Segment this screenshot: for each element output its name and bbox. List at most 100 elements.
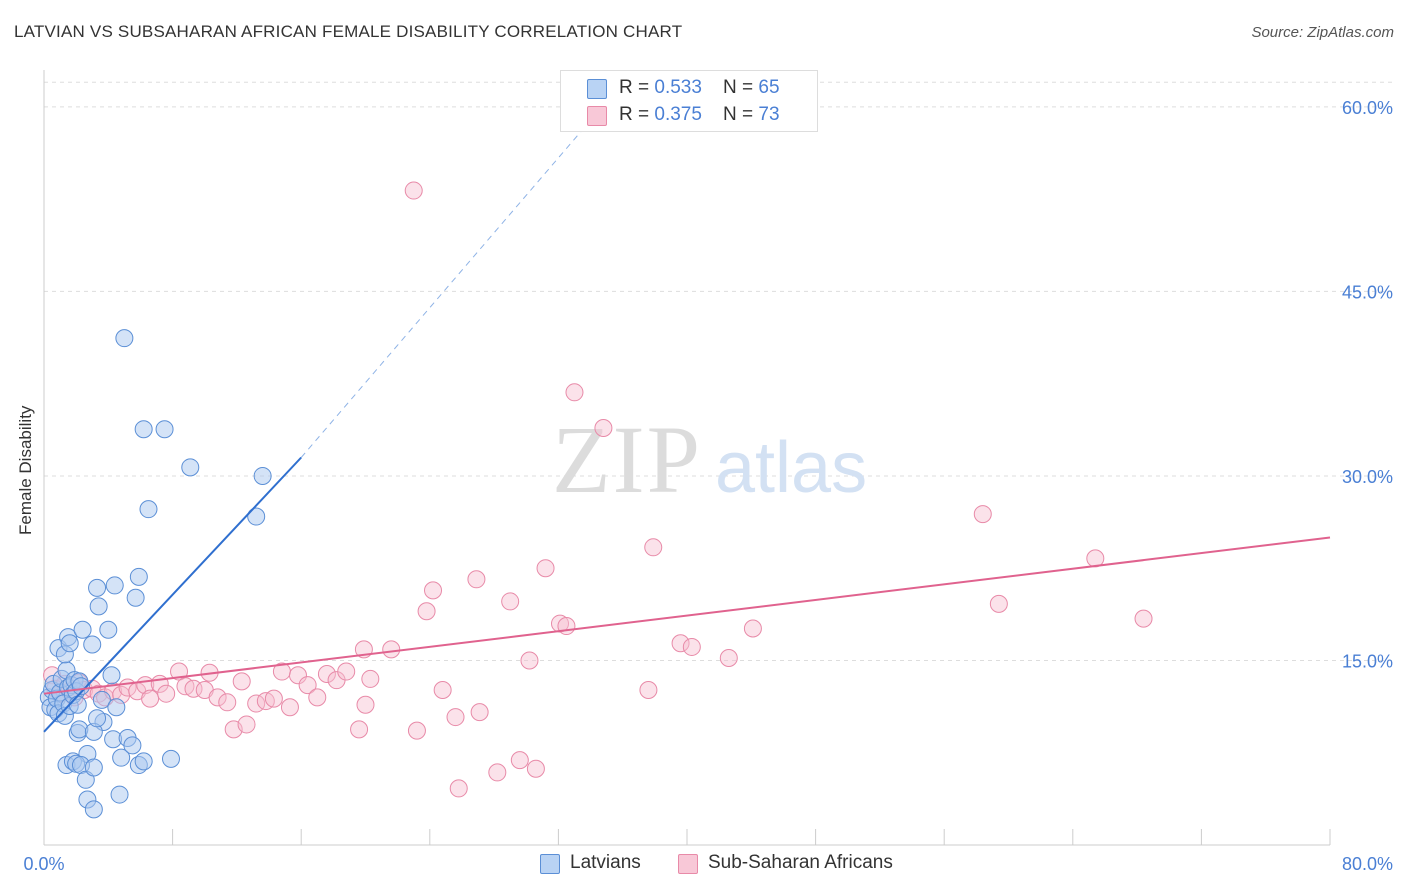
trendlines: [43, 123, 1331, 733]
data-point-latvians: [247, 507, 266, 526]
data-point-sub-saharan: [218, 693, 237, 712]
data-point-sub-saharan: [520, 651, 539, 670]
data-point-sub-saharan: [417, 602, 436, 621]
data-point-latvians: [99, 620, 118, 639]
data-point-latvians: [88, 709, 107, 728]
series-sub-saharan-africans: [43, 181, 1153, 798]
data-point-latvians: [89, 597, 108, 616]
y-tick-label: 45.0%: [1342, 282, 1393, 302]
data-point-latvians: [84, 800, 103, 819]
data-point-sub-saharan: [639, 681, 658, 699]
data-point-sub-saharan: [208, 688, 227, 707]
y-tick-label: 15.0%: [1342, 651, 1393, 671]
data-point-sub-saharan: [298, 676, 317, 695]
data-point-sub-saharan: [404, 181, 423, 200]
data-point-latvians: [126, 588, 145, 607]
legend-text-sub-saharan: R = 0.375 N = 73: [619, 104, 780, 125]
data-point-latvians: [129, 567, 148, 586]
data-point-latvians: [155, 420, 174, 439]
source-label: Source: ZipAtlas.com: [1251, 24, 1394, 41]
data-point-sub-saharan: [237, 715, 256, 734]
legend-text-latvians: R = 0.533 N = 65: [619, 77, 780, 98]
data-point-sub-saharan: [557, 617, 576, 636]
data-point-latvians: [84, 758, 103, 777]
data-point-sub-saharan: [232, 672, 251, 691]
trendline-latvians: [43, 456, 302, 733]
data-point-sub-saharan: [989, 594, 1008, 613]
axes: [43, 70, 1331, 846]
data-point-sub-saharan: [1134, 609, 1153, 628]
data-point-sub-saharan: [337, 662, 356, 681]
data-point-sub-saharan: [308, 688, 327, 707]
data-point-sub-saharan: [280, 698, 299, 717]
data-point-sub-saharan: [973, 505, 992, 524]
data-point-sub-saharan: [446, 708, 465, 727]
data-point-sub-saharan: [361, 669, 380, 688]
legend: R = 0.533 N = 65 R = 0.375 N = 73: [560, 70, 818, 132]
data-point-sub-saharan: [682, 637, 701, 656]
data-point-sub-saharan: [470, 703, 489, 722]
data-point-latvians: [181, 458, 200, 477]
data-point-latvians: [134, 420, 153, 439]
data-point-sub-saharan: [141, 689, 160, 708]
data-point-latvians: [112, 748, 131, 767]
data-point-latvians: [60, 634, 79, 653]
watermark-zip: ZIP: [552, 406, 702, 513]
data-point-sub-saharan: [317, 665, 336, 684]
watermark-atlas: atlas: [715, 428, 867, 508]
data-point-latvians: [83, 635, 102, 654]
bottom-legend-swatch-blue: [540, 854, 560, 874]
data-point-sub-saharan: [743, 619, 762, 638]
watermark: ZIP atlas: [552, 406, 867, 513]
data-point-sub-saharan: [488, 763, 507, 782]
x-tick-label: 0.0%: [23, 854, 64, 874]
data-point-sub-saharan: [594, 418, 613, 437]
data-point-latvians: [253, 466, 272, 485]
series-latvians: [39, 329, 272, 819]
trendline-sub-saharan: [43, 536, 1331, 695]
data-point-sub-saharan: [433, 681, 452, 699]
data-point-latvians: [107, 698, 126, 717]
data-point-latvians: [134, 752, 153, 771]
data-point-sub-saharan: [157, 684, 176, 703]
grid-lines: [44, 81, 1394, 661]
data-point-latvians: [92, 690, 111, 709]
data-point-sub-saharan: [356, 695, 375, 714]
data-point-sub-saharan: [350, 720, 369, 739]
data-point-sub-saharan: [382, 640, 401, 659]
data-point-latvians: [139, 500, 158, 519]
data-point-sub-saharan: [407, 721, 426, 740]
data-point-sub-saharan: [449, 779, 468, 798]
data-point-sub-saharan: [510, 751, 529, 770]
legend-swatch-pink: [587, 106, 607, 126]
data-point-sub-saharan: [288, 666, 307, 685]
data-point-sub-saharan: [565, 383, 584, 402]
data-point-sub-saharan: [671, 634, 690, 653]
data-point-latvians: [110, 785, 129, 804]
bottom-legend-swatch-pink: [678, 854, 698, 874]
data-point-latvians: [105, 576, 124, 595]
data-point-sub-saharan: [424, 581, 443, 600]
bottom-legend-label-sub-saharan: Sub-Saharan Africans: [708, 852, 893, 873]
data-point-latvians: [73, 620, 92, 639]
y-tick-label: 60.0%: [1342, 98, 1393, 118]
data-point-latvians: [68, 695, 87, 714]
data-point-sub-saharan: [536, 559, 555, 578]
data-point-sub-saharan: [644, 538, 663, 557]
data-point-latvians: [88, 578, 107, 597]
data-point-sub-saharan: [467, 570, 486, 589]
x-tick-label: 80.0%: [1342, 854, 1393, 874]
data-point-sub-saharan: [501, 592, 520, 611]
data-point-latvians: [161, 749, 180, 768]
chart-title: LATVIAN VS SUBSAHARAN AFRICAN FEMALE DIS…: [14, 22, 683, 41]
legend-swatch-blue: [587, 79, 607, 99]
data-point-sub-saharan: [719, 649, 738, 668]
data-point-latvians: [123, 736, 142, 755]
data-point-sub-saharan: [264, 689, 283, 708]
y-tick-label: 30.0%: [1342, 467, 1393, 487]
data-point-latvians: [115, 329, 134, 348]
data-point-latvians: [102, 666, 121, 685]
bottom-legend-label-latvians: Latvians: [570, 852, 641, 873]
trendline-latvians-extension: [300, 123, 588, 458]
